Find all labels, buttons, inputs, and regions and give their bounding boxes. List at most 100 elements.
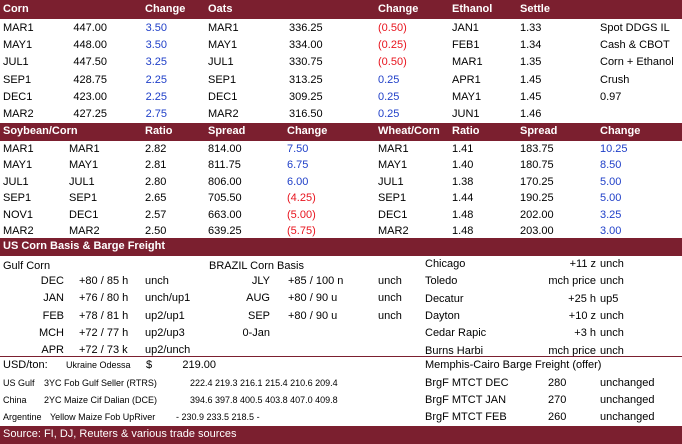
wc-month: SEP1	[378, 192, 407, 205]
sc-change: (5.75)	[287, 225, 316, 237]
ddgs-note: Corn + Ethanol	[600, 56, 674, 69]
wc-change: 3.25	[600, 208, 622, 221]
barge-value: 270	[548, 394, 567, 406]
wc-ratio: 1.44	[452, 192, 474, 205]
wc-month: MAY1	[378, 159, 408, 172]
gulf-month: JAN	[43, 292, 64, 305]
gulf-month: DEC	[40, 275, 64, 287]
brazil-month: JLY	[251, 275, 270, 287]
header-wc-spread: Spread	[520, 125, 558, 137]
header-wc-ratio: Ratio	[452, 125, 480, 137]
corn-price: 428.75	[73, 73, 107, 86]
sc-change: (4.25)	[287, 192, 316, 205]
barge-contract: BrgF MTCT DEC	[425, 377, 509, 389]
oats-price: 316.50	[289, 108, 323, 120]
wc-ratio: 1.41	[452, 143, 474, 155]
sc-ratio: 2.80	[145, 175, 167, 188]
wc-change: 10.25	[600, 143, 628, 155]
ddgs-note: 0.97	[600, 90, 622, 103]
sc-spread: 811.75	[208, 159, 241, 172]
gulf-month: FEB	[42, 309, 64, 322]
barge-contract: BrgF MTCT JAN	[425, 394, 507, 406]
oats-change: (0.50)	[378, 22, 407, 34]
oats-price: 336.25	[289, 22, 323, 34]
ukraine-odessa-label: Ukraine Odessa	[66, 360, 131, 370]
corn-price: 447.50	[73, 56, 107, 69]
location-change: unch	[600, 344, 624, 357]
ethanol-month: MAR1	[452, 56, 483, 69]
wc-spread: 203.00	[520, 225, 554, 237]
header-ethanol: Ethanol	[452, 3, 493, 15]
ethanol-month: JUN1	[452, 108, 480, 120]
location-basis: +11 z	[569, 258, 596, 270]
header-corn: Corn	[3, 3, 29, 15]
barge-change: unchanged	[600, 377, 655, 389]
ethanol-settle: 1.45	[520, 90, 542, 103]
header-oats-change: Change	[378, 3, 419, 15]
wc-month: MAR2	[378, 225, 409, 237]
wc-ratio: 1.38	[452, 175, 474, 188]
brazil-month: SEP	[247, 309, 270, 322]
source-note: Source: FI, DJ, Reuters & various trade …	[3, 428, 237, 440]
gulf-change: up2/unch	[145, 344, 191, 357]
corn-month: JUL1	[69, 175, 95, 188]
brazil-month: AUG	[246, 292, 270, 305]
location-basis: +25 h	[568, 292, 596, 305]
wc-spread: 170.25	[520, 175, 554, 188]
location: Burns Harbi	[425, 344, 484, 357]
barge-change: unchanged	[600, 411, 655, 423]
location-basis: mch price	[548, 344, 596, 357]
fob-values: 222.4 219.3 216.1 215.4 210.6 209.4	[190, 378, 338, 388]
wc-ratio: 1.48	[452, 225, 474, 237]
wc-change: 5.00	[600, 192, 622, 205]
soy-month: SEP1	[3, 192, 32, 205]
barge-value: 280	[548, 377, 567, 389]
header-sc-change: Change	[287, 125, 328, 137]
sc-spread: 663.00	[208, 208, 242, 221]
corn-price: 448.00	[73, 39, 107, 52]
sc-change: (5.00)	[287, 208, 316, 221]
gulf-basis: +78 / 81 h	[79, 309, 129, 322]
ddgs-note: Crush	[600, 73, 630, 86]
sc-ratio: 2.65	[145, 192, 167, 205]
header-band-basis: US Corn Basis & Barge Freight	[0, 238, 682, 256]
barge-value: 260	[548, 411, 567, 423]
sc-spread: 814.00	[208, 143, 242, 155]
brazil-month: 0-Jan	[242, 326, 270, 339]
fob-country: China	[3, 395, 27, 405]
corn-month: MAR2	[69, 225, 100, 237]
location: Decatur	[425, 292, 464, 305]
oats-change: 0.25	[378, 73, 400, 86]
corn-change: 3.25	[145, 56, 167, 69]
oats-month: MAY1	[208, 39, 238, 52]
sc-ratio: 2.50	[145, 225, 167, 237]
gulf-basis: +80 / 85 h	[79, 275, 129, 287]
location-basis: mch price	[548, 275, 596, 288]
oats-change: 0.25	[378, 90, 400, 103]
corn-change: 2.75	[145, 108, 167, 120]
footer-band: Source: FI, DJ, Reuters & various trade …	[0, 426, 682, 444]
fob-description: 2YC Maize Cif Dalian (DCE)	[44, 395, 158, 405]
ddgs-note: Spot DDGS IL	[600, 22, 670, 34]
gulf-basis: +72 / 77 h	[79, 326, 129, 339]
location-basis: +3 h	[574, 327, 596, 340]
wc-month: DEC1	[378, 208, 408, 221]
fob-values: 394.6 397.8 400.5 403.8 407.0 409.8	[190, 395, 338, 405]
sc-change: 6.00	[287, 175, 309, 188]
odessa-value: 219.00	[182, 359, 216, 371]
soy-month: NOV1	[3, 208, 33, 221]
sc-spread: 806.00	[208, 175, 242, 188]
oats-price: 309.25	[289, 90, 323, 103]
location: Dayton	[425, 309, 460, 322]
location: Cedar Rapic	[425, 327, 487, 340]
wc-change: 3.00	[600, 225, 622, 237]
ethanol-settle: 1.46	[520, 108, 542, 120]
brazil-basis: +85 / 100 n	[288, 275, 344, 287]
ethanol-month: MAY1	[452, 90, 482, 103]
header-wheat-corn: Wheat/Corn	[378, 125, 440, 137]
wc-spread: 190.25	[520, 192, 554, 205]
header-band-corn: Corn Change Oats Change Ethanol Settle	[0, 0, 682, 19]
location-change: unch	[600, 275, 624, 288]
oats-month: MAR1	[208, 22, 239, 34]
memphis-cairo-label: Memphis-Cairo Barge Freight (offer)	[425, 359, 602, 371]
